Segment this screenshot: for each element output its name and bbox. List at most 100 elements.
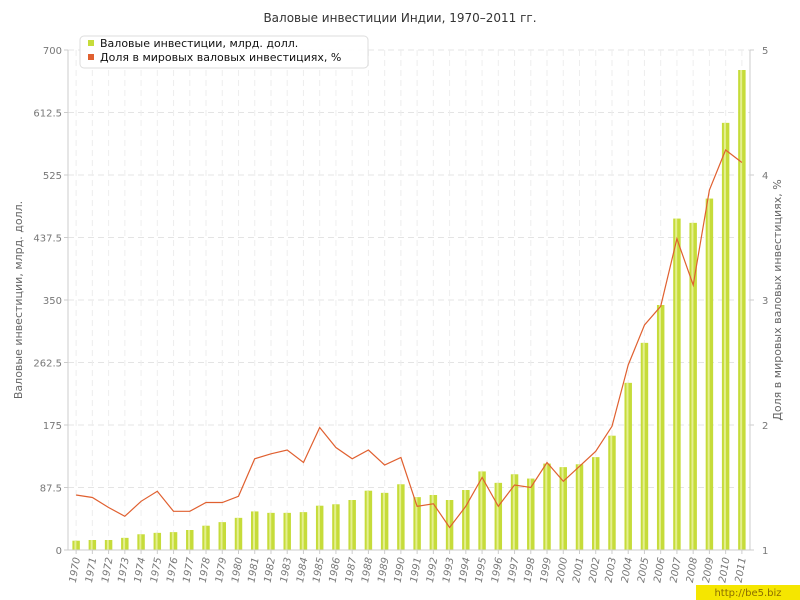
bar-series <box>72 70 746 551</box>
bar-1989 <box>380 492 389 550</box>
bar-2011 <box>738 70 746 550</box>
bar-1990 <box>397 484 405 550</box>
x-tick-label: 2001 <box>571 557 586 584</box>
bar-highlight <box>317 505 320 550</box>
bar-highlight <box>529 478 532 550</box>
x-tick-label: 1976 <box>165 557 180 584</box>
bar-1992 <box>429 495 438 550</box>
bar-highlight <box>188 530 191 550</box>
bar-1970 <box>72 540 80 550</box>
right-axis: 1 2 3 4 5 <box>749 46 768 557</box>
left-tick-label: 350 <box>43 296 62 307</box>
x-tick-label: 1993 <box>441 557 456 584</box>
x-tick-label: 1978 <box>198 557 213 584</box>
legend-swatch-line <box>88 54 94 60</box>
left-tick-label: 262.5 <box>33 359 62 370</box>
bar-highlight <box>269 512 272 550</box>
x-tick-label: 2002 <box>587 557 602 584</box>
x-tick-label: 1992 <box>425 557 440 584</box>
x-tick-label: 2004 <box>620 557 635 584</box>
x-tick-label: 1973 <box>117 557 132 584</box>
bar-highlight <box>431 495 434 550</box>
bar-highlight <box>366 490 369 550</box>
x-tick-label: 1998 <box>522 557 537 584</box>
bar-1975 <box>153 532 162 550</box>
bar-highlight <box>691 222 694 550</box>
x-tick-label: 1999 <box>539 557 554 584</box>
x-tick-label: 2011 <box>734 557 749 584</box>
bar-2008 <box>689 222 697 550</box>
line-series <box>76 149 743 529</box>
x-tick-label: 1972 <box>100 557 115 584</box>
bar-highlight <box>382 492 385 550</box>
bar-highlight <box>415 497 418 550</box>
bar-highlight <box>464 490 467 550</box>
watermark: http://be5.biz <box>696 585 800 600</box>
watermark-text: http://be5.biz <box>714 588 781 599</box>
bar-2001 <box>575 464 584 550</box>
left-tick-label: 525 <box>43 171 62 182</box>
bar-1991 <box>413 497 421 550</box>
bar-highlight <box>447 500 450 550</box>
bar-2003 <box>608 435 616 550</box>
bar-highlight <box>577 464 580 550</box>
right-tick-label: 5 <box>762 46 768 57</box>
x-tick-label: 1986 <box>328 557 343 584</box>
x-tick-label: 1991 <box>409 557 424 584</box>
x-tick-label: 2010 <box>717 557 732 584</box>
x-tick-label: 1970 <box>68 557 83 584</box>
bar-2002 <box>592 457 600 550</box>
bar-1998 <box>527 478 535 550</box>
bar-1982 <box>267 512 275 550</box>
x-tick-label: 1975 <box>149 557 164 584</box>
x-tick-label: 1997 <box>506 556 521 584</box>
x-tick-label: 1979 <box>214 557 229 584</box>
x-tick-label: 2007 <box>669 556 684 584</box>
x-tick-label: 1980 <box>230 557 245 584</box>
bar-1994 <box>462 490 470 550</box>
bar-1979 <box>218 522 226 550</box>
right-tick-label: 2 <box>762 421 768 432</box>
bar-highlight <box>334 504 337 550</box>
bar-2006 <box>656 305 665 550</box>
bar-highlight <box>480 471 483 550</box>
bar-1973 <box>121 537 129 550</box>
x-tick-label: 1985 <box>311 557 326 584</box>
legend-box <box>79 35 369 69</box>
bar-2000 <box>559 467 567 550</box>
x-tick-label: 1989 <box>376 557 391 584</box>
bar-highlight <box>301 512 304 550</box>
right-tick-label: 3 <box>762 296 768 307</box>
bar-2004 <box>624 382 632 550</box>
bar-highlight <box>642 342 645 550</box>
bar-highlight <box>171 532 174 550</box>
bar-highlight <box>545 463 548 550</box>
bar-highlight <box>90 540 93 550</box>
bar-highlight <box>561 467 564 550</box>
bar-highlight <box>123 537 126 550</box>
bar-1984 <box>299 512 308 550</box>
bar-highlight <box>139 534 142 550</box>
legend-label-bar: Валовые инвестиции, млрд. долл. <box>100 37 298 50</box>
bar-1985 <box>315 505 324 550</box>
x-tick-label: 1996 <box>490 557 505 584</box>
bar-highlight <box>155 532 158 550</box>
bar-1971 <box>88 540 97 550</box>
bar-1995 <box>478 471 486 550</box>
bar-1974 <box>137 534 145 550</box>
bar-1972 <box>104 540 113 550</box>
left-tick-label: 0 <box>56 546 62 557</box>
bar-1996 <box>494 482 503 550</box>
right-tick-label: 4 <box>762 171 768 182</box>
bar-highlight <box>723 122 726 550</box>
x-tick-label: 2009 <box>701 557 716 584</box>
watermark-bg <box>696 585 800 600</box>
bar-highlight <box>626 382 629 550</box>
chart-title: Валовые инвестиции Индии, 1970–2011 гг. <box>263 11 536 25</box>
bar-1976 <box>169 532 178 550</box>
x-tick-label: 1994 <box>458 557 473 584</box>
bar-highlight <box>658 305 661 550</box>
bar-1988 <box>364 490 373 550</box>
x-axis: 1970 1971 1972 1973 1974 1975 1976 1977 1978 1979… <box>68 549 750 584</box>
